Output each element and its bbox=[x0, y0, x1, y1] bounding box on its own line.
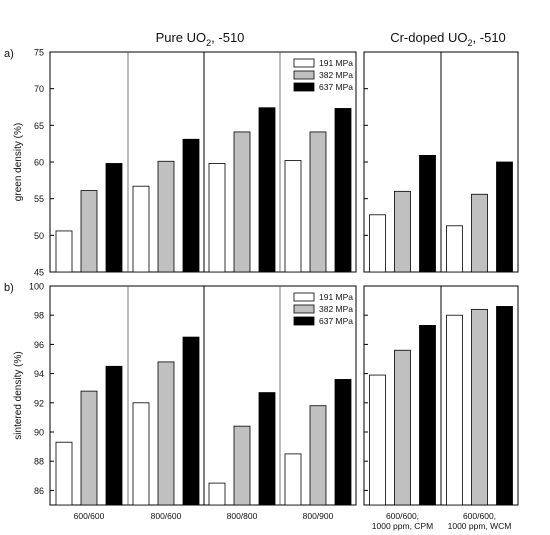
bar-637-mpa bbox=[419, 154, 436, 273]
bar-382-mpa bbox=[394, 190, 411, 273]
y-axis-label: green density (%) bbox=[13, 123, 24, 201]
legend-label: 382 MPa bbox=[319, 70, 353, 80]
legend-label: 191 MPa bbox=[319, 58, 353, 68]
bar-637-mpa bbox=[105, 365, 123, 506]
y-axis-label: sintered density (%) bbox=[13, 351, 24, 439]
bar-382-mpa bbox=[309, 131, 327, 273]
bar-637-mpa bbox=[258, 392, 276, 506]
bar-637-mpa bbox=[496, 161, 513, 273]
cr-doped-uo2-title: Cr-doped UO2, -510 bbox=[390, 30, 506, 48]
bar-191-mpa bbox=[369, 374, 386, 506]
legend-swatch bbox=[293, 304, 315, 314]
y-tick-label: 70 bbox=[34, 84, 44, 94]
legend-swatch bbox=[293, 58, 315, 68]
bar-382-mpa bbox=[309, 405, 327, 506]
x-category-label: 1000 ppm, CPM bbox=[372, 521, 433, 531]
y-tick-label: 65 bbox=[34, 121, 44, 131]
panel-frame bbox=[49, 285, 357, 506]
bar-382-mpa bbox=[157, 160, 175, 273]
y-tick-label: 90 bbox=[34, 428, 44, 438]
bar-191-mpa bbox=[446, 225, 463, 273]
legend-swatch bbox=[293, 82, 315, 92]
bar-191-mpa bbox=[369, 214, 386, 273]
bar-637-mpa bbox=[258, 107, 276, 273]
y-tick-label: 75 bbox=[34, 48, 44, 58]
y-tick-label: 45 bbox=[34, 268, 44, 278]
x-category-label: 600/600 bbox=[74, 511, 105, 521]
legend-swatch bbox=[293, 292, 315, 302]
bar-382-mpa bbox=[80, 390, 98, 506]
x-category-label: 600/600, bbox=[463, 511, 496, 521]
y-tick-label: 98 bbox=[34, 311, 44, 321]
bar-191-mpa bbox=[132, 402, 150, 506]
pure-uo2-title: Pure UO2, -510 bbox=[156, 30, 245, 48]
bar-637-mpa bbox=[496, 306, 513, 506]
x-category-label: 1000 ppm, WCM bbox=[448, 521, 512, 531]
legend-label: 637 MPa bbox=[319, 316, 353, 326]
bar-637-mpa bbox=[334, 108, 352, 273]
bar-191-mpa bbox=[55, 230, 73, 273]
bar-191-mpa bbox=[284, 453, 302, 506]
bar-637-mpa bbox=[105, 163, 123, 273]
y-tick-label: 60 bbox=[34, 158, 44, 168]
panel-label: a) bbox=[4, 48, 14, 60]
x-category-label: 800/600 bbox=[151, 511, 182, 521]
x-category-label: 800/800 bbox=[227, 511, 258, 521]
bar-191-mpa bbox=[55, 441, 73, 506]
bar-191-mpa bbox=[132, 185, 150, 273]
bar-637-mpa bbox=[419, 325, 436, 506]
y-tick-label: 88 bbox=[34, 457, 44, 467]
bar-637-mpa bbox=[182, 336, 200, 506]
x-category-label: 600/600, bbox=[386, 511, 419, 521]
legend-swatch bbox=[293, 70, 315, 80]
bar-382-mpa bbox=[394, 349, 411, 506]
bar-382-mpa bbox=[233, 425, 251, 506]
bar-191-mpa bbox=[208, 163, 226, 273]
y-tick-label: 100 bbox=[29, 282, 44, 292]
bar-382-mpa bbox=[233, 131, 251, 273]
y-tick-label: 86 bbox=[34, 486, 44, 496]
y-tick-label: 94 bbox=[34, 369, 44, 379]
bar-191-mpa bbox=[208, 482, 226, 506]
bar-191-mpa bbox=[284, 160, 302, 273]
bar-637-mpa bbox=[182, 138, 200, 273]
bar-382-mpa bbox=[157, 361, 175, 506]
legend-label: 382 MPa bbox=[319, 304, 353, 314]
legend-label: 637 MPa bbox=[319, 82, 353, 92]
bar-191-mpa bbox=[446, 314, 463, 506]
bar-382-mpa bbox=[471, 193, 488, 273]
plot-area: 45 50 55 60 65 70 75 green density (%) a) 191 MPa… bbox=[4, 48, 519, 531]
x-category-label: 800/900 bbox=[303, 511, 334, 521]
bar-637-mpa bbox=[334, 379, 352, 506]
legend-label: 191 MPa bbox=[319, 292, 353, 302]
y-tick-label: 96 bbox=[34, 340, 44, 350]
y-tick-label: 92 bbox=[34, 398, 44, 408]
panel-label: b) bbox=[4, 282, 14, 294]
legend-swatch bbox=[293, 316, 315, 326]
y-tick-label: 55 bbox=[34, 194, 44, 204]
y-tick-label: 50 bbox=[34, 231, 44, 241]
bar-382-mpa bbox=[80, 190, 98, 273]
bar-382-mpa bbox=[471, 308, 488, 506]
